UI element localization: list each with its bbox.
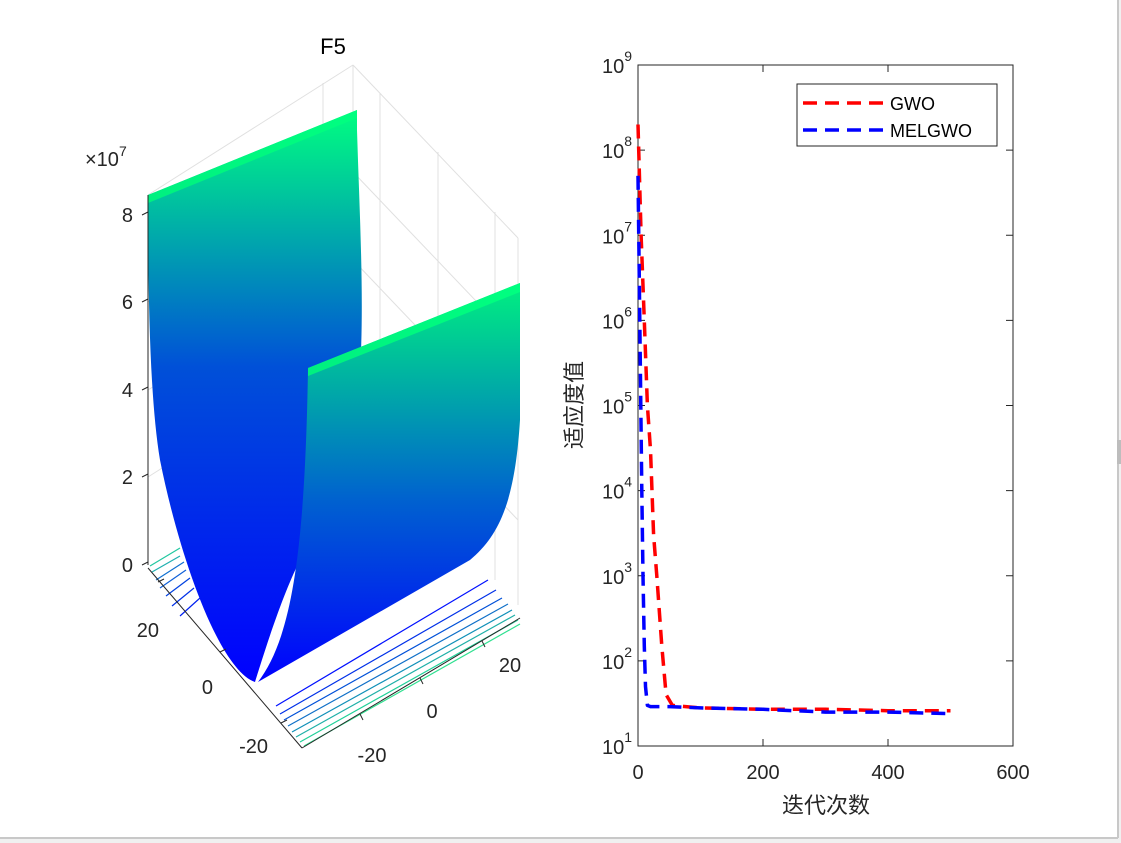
x-tick-label: 400	[871, 762, 904, 784]
series-line-melgwo	[636, 175, 951, 716]
z-exponent-label: ×107	[85, 143, 127, 171]
y-tick-label: 104	[602, 474, 632, 504]
y-tick-label: 106	[602, 303, 632, 333]
x-tick-label: 0	[202, 677, 213, 699]
y-axis-ticks: 101 102 103 104 105 106 107 108 109	[602, 48, 1013, 759]
y-tick-label: 103	[602, 559, 632, 589]
surface-right-top-edge	[308, 283, 520, 376]
z-axis-ticks	[141, 211, 149, 566]
y-tick-label: 108	[602, 133, 632, 163]
y-tick-label: 102	[602, 644, 632, 674]
z-tick-label: 0	[122, 555, 133, 577]
x-axis-ticks: 0 200 400 600	[632, 65, 1030, 784]
x-tick-label: 600	[996, 762, 1029, 784]
y-axis-ticks	[359, 640, 486, 721]
y-tick-label: 109	[602, 48, 632, 78]
resize-handle[interactable]	[1117, 440, 1121, 464]
y-tick-label: 20	[499, 655, 521, 677]
y-tick-label: 107	[602, 218, 632, 248]
x-tick-label: 20	[137, 620, 159, 642]
z-tick-label: 6	[122, 292, 133, 314]
x-axis-label: 迭代次数	[782, 794, 870, 819]
x-axis-line	[147, 567, 303, 749]
surface-plot: 0 2 4 6 8 ×107 20 0 -20 -20 0 20 F5	[85, 34, 521, 767]
x-tick-label: 200	[746, 762, 779, 784]
x-tick-label: 0	[632, 762, 643, 784]
legend-label-melgwo: MELGWO	[890, 121, 972, 141]
plot-area	[637, 64, 1014, 747]
y-tick-label: 0	[426, 701, 437, 723]
surface-left-top-edge	[148, 110, 357, 203]
x-tick-label: -20	[239, 736, 268, 758]
y-tick-label: 101	[602, 729, 632, 759]
legend-box	[796, 83, 998, 147]
legend-label-gwo: GWO	[890, 94, 935, 114]
y-axis-line	[301, 617, 521, 749]
z-tick-label: 2	[122, 467, 133, 489]
y-tick-label: -20	[358, 745, 387, 767]
x-axis-ticks	[157, 578, 288, 724]
z-tick-label: 8	[122, 205, 133, 227]
surface-right-sheet	[258, 283, 520, 682]
y-axis-label: 适应度值	[563, 361, 588, 449]
series-lines	[636, 124, 951, 716]
legend[interactable]: GWO MELGWO	[796, 83, 998, 147]
surface-title: F5	[320, 34, 346, 59]
line-plot: 101 102 103 104 105 106 107 108 109 0 200 400 600 迭…	[563, 48, 1030, 819]
y-tick-label: 105	[602, 389, 632, 419]
series-line-gwo	[636, 124, 951, 713]
z-tick-label: 4	[122, 380, 133, 402]
